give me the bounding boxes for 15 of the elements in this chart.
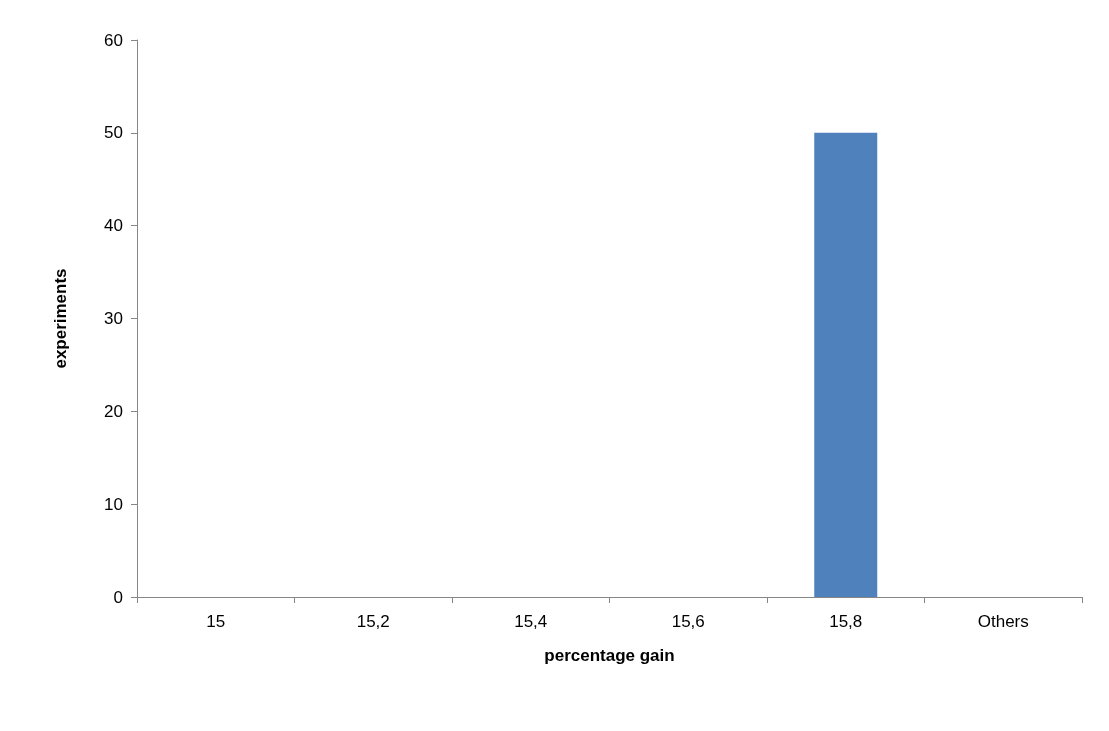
y-tick-label: 50 bbox=[104, 123, 123, 143]
x-tick-label: 15,4 bbox=[514, 612, 548, 631]
y-tick-label: 30 bbox=[104, 309, 123, 328]
y-tick-label: 40 bbox=[104, 216, 123, 236]
x-tick-label: 15,2 bbox=[356, 612, 390, 631]
y-tick-label: 20 bbox=[104, 401, 123, 421]
y-tick-label: 0 bbox=[113, 587, 123, 607]
y-tick-label: 10 bbox=[104, 494, 123, 514]
x-tick-label: 15,8 bbox=[829, 612, 863, 631]
x-tick-label: 15,6 bbox=[671, 612, 705, 631]
x-tick-label: 15 bbox=[206, 612, 226, 631]
y-axis-title: experiments bbox=[51, 268, 70, 369]
x-axis-title: percentage gain bbox=[544, 646, 675, 665]
y-tick-label: 60 bbox=[104, 30, 123, 50]
x-tick-label: Others bbox=[977, 612, 1029, 631]
